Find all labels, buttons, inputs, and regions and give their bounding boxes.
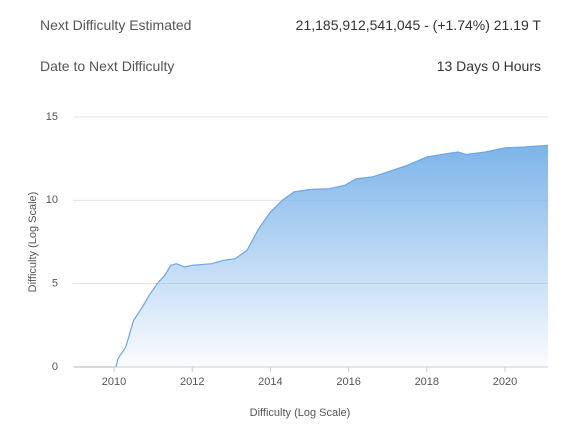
info-label: Next Difficulty Estimated (40, 17, 192, 33)
y-tick-label: 10 (46, 194, 58, 206)
area-line (75, 144, 549, 368)
x-tick-label: 2010 (102, 376, 126, 388)
info-value: 13 Days 0 Hours (436, 58, 541, 74)
info-value: 21,185,912,541,045 - (+1.74%) 21.19 T (295, 17, 541, 33)
info-row: Date to Next Difficulty 13 Days 0 Hours (40, 58, 541, 78)
y-tick-label: 5 (52, 278, 58, 290)
plot-area (73, 116, 549, 368)
x-tick-label: 2016 (336, 376, 360, 388)
x-tick-label: 2018 (415, 376, 439, 388)
x-tick-label: 2012 (180, 376, 204, 388)
x-tick-label: 2014 (258, 376, 282, 388)
y-tick-label: 0 (52, 361, 58, 373)
x-axis-title: Difficulty (Log Scale) (250, 407, 351, 419)
info-label: Date to Next Difficulty (40, 58, 175, 74)
y-axis-title: Difficulty (Log Scale) (27, 192, 39, 293)
x-tick-label: 2020 (493, 376, 517, 388)
area-fill (75, 145, 548, 367)
y-tick-label: 15 (46, 111, 58, 123)
info-row: Next Difficulty Estimated 21,185,912,541… (40, 17, 541, 37)
